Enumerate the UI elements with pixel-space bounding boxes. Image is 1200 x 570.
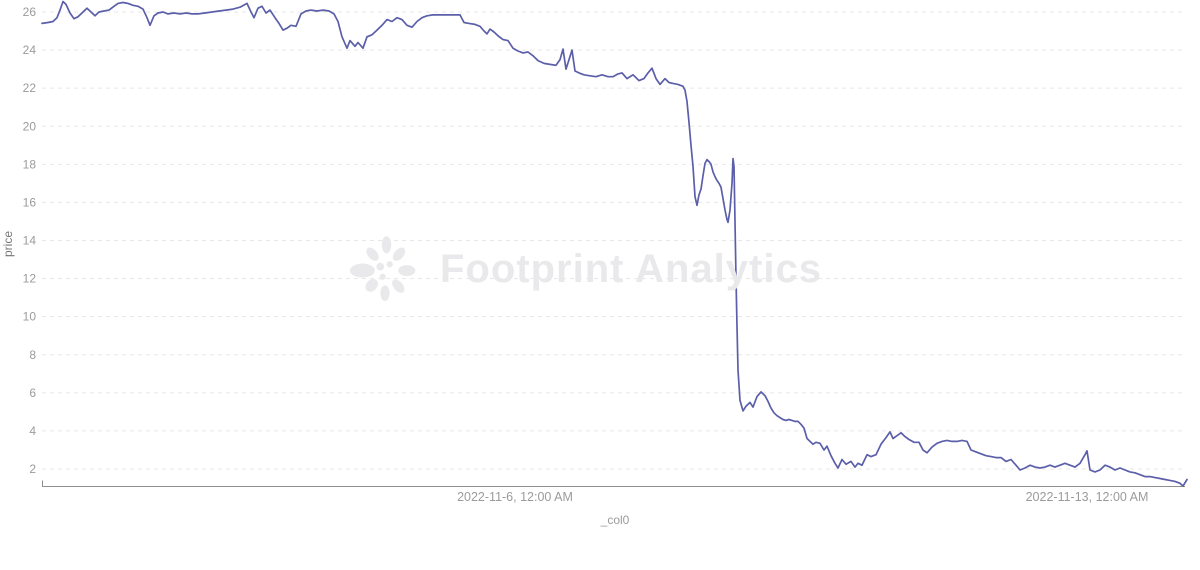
y-tick-label-26: 26 bbox=[23, 5, 37, 19]
y-tick-label-20: 20 bbox=[23, 119, 37, 133]
y-tick-label-24: 24 bbox=[23, 43, 37, 57]
x-tick-label-1: 2022-11-13, 12:00 AM bbox=[1026, 490, 1149, 504]
y-tick-label-18: 18 bbox=[23, 157, 37, 171]
y-tick-label-10: 10 bbox=[23, 310, 37, 324]
y-tick-label-6: 6 bbox=[29, 386, 36, 400]
y-tick-label-8: 8 bbox=[29, 348, 36, 362]
y-axis-name: price bbox=[1, 231, 15, 257]
y-tick-label-16: 16 bbox=[23, 195, 37, 209]
footer-bar: Footprint Analytics @0xShellywang bbox=[0, 530, 1200, 570]
y-tick-label-14: 14 bbox=[23, 234, 37, 248]
x-axis-name: _col0 bbox=[600, 513, 630, 527]
y-tick-label-4: 4 bbox=[29, 424, 36, 438]
x-tick-label-0: 2022-11-6, 12:00 AM bbox=[457, 490, 573, 504]
y-tick-label-2: 2 bbox=[29, 462, 36, 476]
price-series-line bbox=[41, 0, 1188, 487]
y-tick-label-22: 22 bbox=[23, 81, 37, 95]
y-tick-label-12: 12 bbox=[23, 272, 37, 286]
